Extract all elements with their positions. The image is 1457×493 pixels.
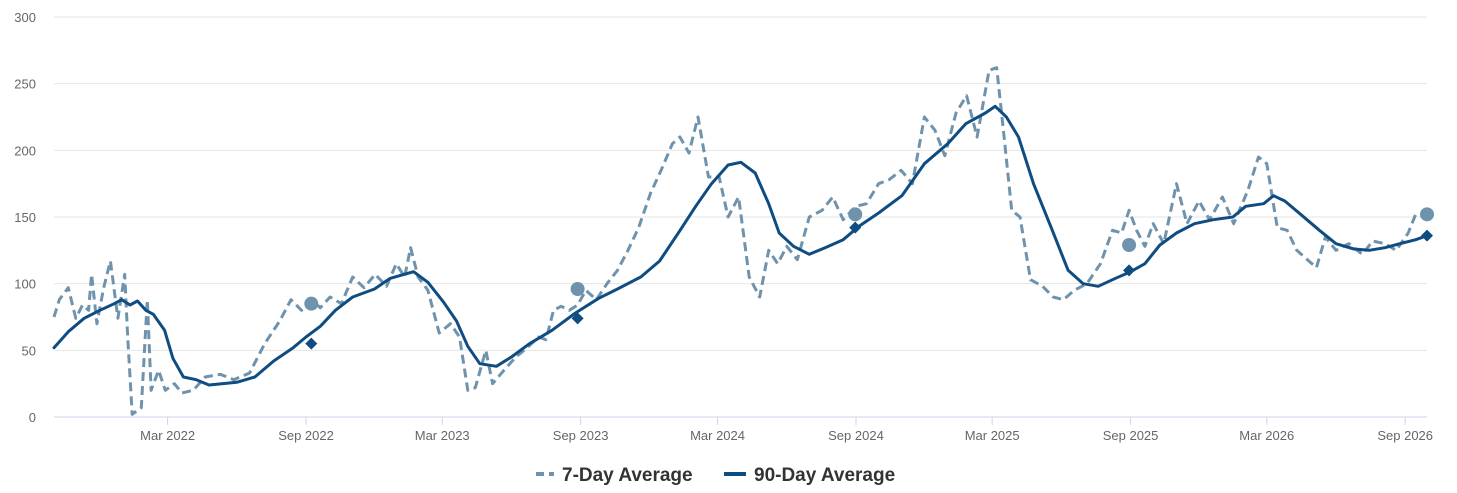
marker-7day[interactable] [304, 296, 319, 311]
x-tick-label: Mar 2026 [1239, 428, 1294, 443]
marker-90day[interactable] [305, 337, 318, 350]
y-tick-label: 100 [14, 277, 36, 292]
y-tick-label: 50 [22, 343, 36, 358]
legend-item-90day[interactable]: 90-Day Average [724, 465, 895, 486]
y-axis-ticks: 0 50 100 150 200 250 300 [14, 10, 36, 425]
marker-7day[interactable] [1122, 238, 1137, 252]
x-tick-label: Sep 2024 [828, 428, 884, 443]
legend-item-7day[interactable]: 7-Day Average [536, 465, 693, 486]
y-tick-label: 250 [14, 77, 36, 92]
series-line-7day[interactable] [52, 66, 1418, 416]
marker-90day[interactable] [1421, 229, 1433, 242]
marker-7day[interactable] [848, 207, 863, 222]
marker-7day[interactable] [1420, 207, 1434, 222]
x-tick-label: Mar 2024 [690, 428, 745, 443]
marker-7day[interactable] [570, 282, 585, 296]
legend[interactable]: 7-Day Average 90-Day Average [536, 465, 895, 486]
marker-90day[interactable] [571, 312, 584, 325]
y-tick-label: 300 [14, 10, 36, 25]
x-axis-ticks: Mar 2022 Sep 2022 Mar 2023 Sep 2023 Mar 2024… [140, 417, 1433, 443]
x-tick-label: Sep 2025 [1103, 428, 1159, 443]
x-tick-label: Sep 2022 [278, 428, 334, 443]
y-tick-label: 200 [14, 143, 36, 158]
legend-label: 7-Day Average [562, 465, 693, 486]
marker-90day[interactable] [849, 221, 862, 234]
x-tick-label: Mar 2025 [965, 428, 1020, 443]
marker-90day[interactable] [1123, 264, 1136, 277]
x-tick-label: Mar 2023 [415, 428, 470, 443]
grid-lines [54, 16, 1427, 418]
legend-label: 90-Day Average [754, 465, 895, 486]
x-tick-label: Sep 2026 [1377, 428, 1433, 443]
x-tick-label: Mar 2022 [140, 428, 195, 443]
y-tick-label: 150 [14, 210, 36, 225]
series-markers [304, 207, 1434, 350]
series-lines [52, 66, 1429, 416]
series-line-90day[interactable] [52, 104, 1429, 387]
x-tick-label: Sep 2023 [553, 428, 609, 443]
y-tick-label: 0 [29, 410, 36, 425]
